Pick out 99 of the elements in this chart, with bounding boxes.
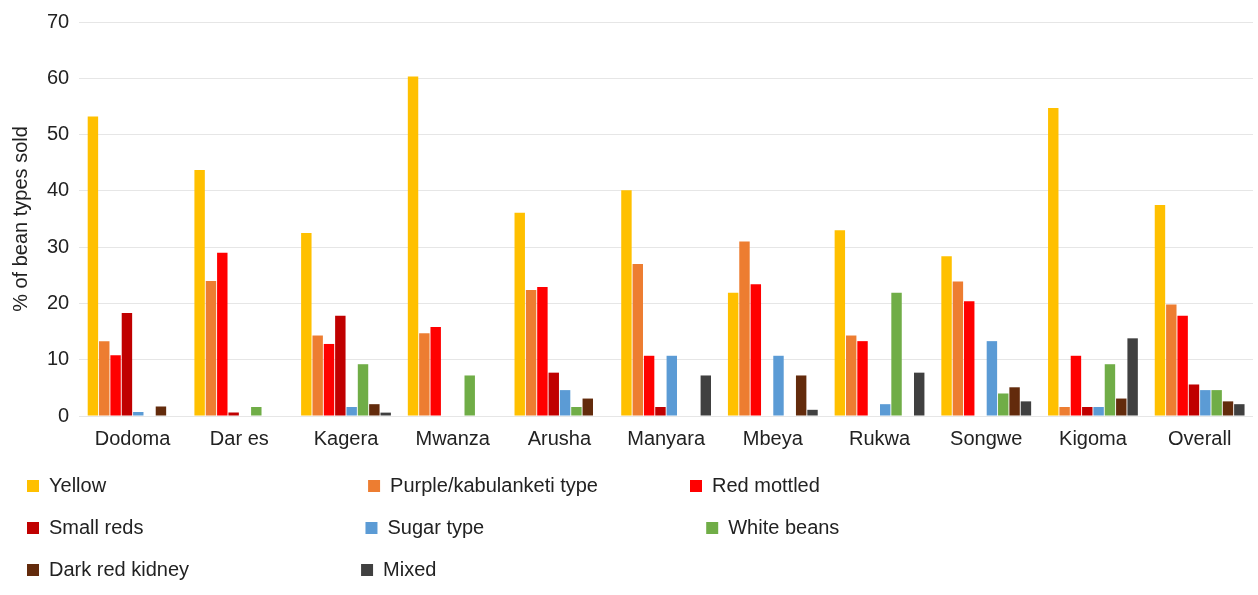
bar — [1188, 384, 1200, 416]
bar — [514, 212, 525, 416]
y-tick-label: 70 — [47, 9, 70, 32]
bar — [1093, 406, 1104, 416]
bar — [964, 301, 975, 416]
bar — [857, 341, 868, 416]
x-tick-label: Overall — [1167, 426, 1232, 449]
y-tick-label: 60 — [47, 65, 70, 88]
bar — [727, 292, 739, 416]
x-tick-label: Mwanza — [415, 426, 491, 449]
bar — [217, 252, 228, 416]
bar — [525, 289, 537, 416]
y-axis-title: % of bean types sold — [8, 126, 31, 312]
bar — [1059, 406, 1070, 416]
x-tick-label: Manyara — [627, 426, 706, 449]
bar — [879, 404, 891, 416]
bar — [655, 406, 666, 416]
bar — [380, 412, 391, 416]
bar — [998, 393, 1009, 416]
bar — [301, 233, 312, 416]
bar — [548, 372, 559, 416]
x-tick-label: Dodoma — [94, 426, 172, 449]
legend-label: Purple/kabulanketi type — [390, 473, 668, 496]
bar — [407, 76, 419, 416]
bar — [1177, 315, 1188, 416]
bar — [1104, 364, 1116, 416]
bar — [1070, 355, 1082, 416]
bar — [1200, 390, 1211, 416]
legend-label: Yellow — [49, 473, 347, 496]
bar — [834, 230, 846, 416]
x-tick-label: Kagera — [313, 426, 380, 449]
bar — [1116, 398, 1127, 416]
bar — [1154, 204, 1166, 416]
bar — [99, 341, 110, 416]
y-tick-label: 20 — [47, 290, 70, 313]
y-tick-label: 50 — [47, 122, 70, 145]
legend-label: Red mottled — [711, 473, 1010, 496]
bar — [559, 390, 571, 416]
bar — [369, 404, 380, 416]
bar — [155, 406, 167, 416]
legend-label: Dark red kidney — [49, 557, 340, 580]
bar — [205, 280, 217, 416]
y-tick-label: 30 — [47, 234, 70, 257]
bar — [312, 335, 323, 416]
bar — [228, 412, 239, 416]
bar — [571, 406, 582, 416]
x-tick-label: Kigoma — [1059, 426, 1128, 449]
bar — [110, 355, 121, 416]
legend-label: Small reds — [49, 515, 344, 538]
x-tick-label: Songwe — [950, 426, 1023, 449]
x-tick-label: Mbeya — [742, 426, 804, 449]
bar — [430, 327, 441, 416]
bar — [537, 287, 548, 416]
bar — [750, 284, 762, 416]
bar — [133, 412, 144, 416]
bar — [335, 315, 346, 416]
bar — [1166, 304, 1177, 416]
y-tick-label: 40 — [47, 178, 70, 201]
bar — [1048, 108, 1059, 416]
bar — [1082, 406, 1093, 416]
bar — [346, 406, 357, 416]
x-tick-label: Arusha — [527, 426, 592, 449]
bar — [1222, 401, 1234, 416]
bar — [952, 281, 964, 416]
bar — [845, 335, 857, 416]
bar — [121, 313, 133, 416]
bar — [807, 409, 818, 416]
bar — [941, 256, 952, 416]
bar — [643, 355, 655, 416]
bar — [632, 264, 643, 416]
x-tick-label: Dar es — [209, 426, 269, 449]
bar — [773, 355, 784, 416]
bar — [621, 190, 632, 416]
bar — [739, 241, 750, 416]
bar — [323, 343, 335, 416]
bar — [1211, 390, 1222, 416]
bar — [357, 364, 369, 416]
legend-label: Sugar type — [387, 515, 685, 538]
bar — [666, 355, 678, 416]
bar — [251, 406, 262, 416]
bar — [700, 375, 712, 416]
bar — [795, 375, 807, 416]
bar — [582, 398, 593, 416]
bar — [194, 170, 205, 416]
legend-label: White beans — [728, 515, 1030, 538]
bar — [914, 372, 925, 416]
bar — [1020, 401, 1032, 416]
bar — [464, 375, 475, 416]
legend-label: Mixed — [383, 557, 687, 580]
bar — [1234, 404, 1245, 416]
bar — [419, 333, 430, 416]
bar — [986, 341, 998, 416]
x-tick-label: Rukwa — [848, 426, 911, 449]
y-tick-label: 10 — [47, 347, 70, 370]
bar — [1127, 338, 1138, 416]
y-tick-label: 0 — [58, 403, 70, 426]
bar — [1009, 387, 1020, 416]
bar — [891, 292, 902, 416]
bar — [87, 116, 99, 416]
